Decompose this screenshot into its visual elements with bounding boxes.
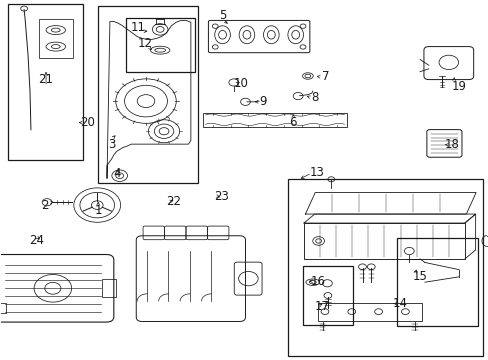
Text: 17: 17 — [314, 300, 329, 313]
Text: 15: 15 — [412, 270, 427, 283]
Text: 23: 23 — [213, 190, 228, 203]
Bar — [317, 303, 422, 320]
Text: 16: 16 — [310, 275, 325, 288]
Text: 21: 21 — [39, 73, 53, 86]
Text: 14: 14 — [392, 297, 407, 310]
Text: 3: 3 — [108, 138, 115, 150]
Text: 4: 4 — [113, 167, 120, 180]
Text: 20: 20 — [80, 116, 95, 129]
Text: 10: 10 — [233, 77, 248, 90]
Text: 1: 1 — [94, 204, 102, 217]
Bar — [288, 179, 483, 356]
Text: 2: 2 — [41, 199, 48, 212]
Text: 9: 9 — [259, 95, 266, 108]
Text: 12: 12 — [137, 37, 152, 50]
Text: 13: 13 — [308, 166, 324, 179]
Bar — [8, 4, 82, 160]
Bar — [0, 303, 5, 314]
Text: 8: 8 — [311, 91, 318, 104]
Bar — [39, 19, 73, 58]
Bar — [203, 113, 346, 127]
Text: 22: 22 — [166, 195, 181, 208]
Text: 5: 5 — [219, 9, 226, 22]
Bar — [98, 6, 198, 183]
Text: 6: 6 — [289, 116, 296, 129]
Bar — [396, 238, 477, 326]
Bar — [303, 266, 352, 325]
Text: 7: 7 — [321, 70, 328, 83]
Bar — [304, 223, 464, 259]
Bar — [102, 279, 116, 297]
Text: 18: 18 — [444, 138, 459, 151]
Bar — [125, 18, 194, 72]
Text: 11: 11 — [130, 21, 145, 34]
Text: 19: 19 — [450, 80, 466, 93]
Text: 24: 24 — [29, 234, 44, 247]
